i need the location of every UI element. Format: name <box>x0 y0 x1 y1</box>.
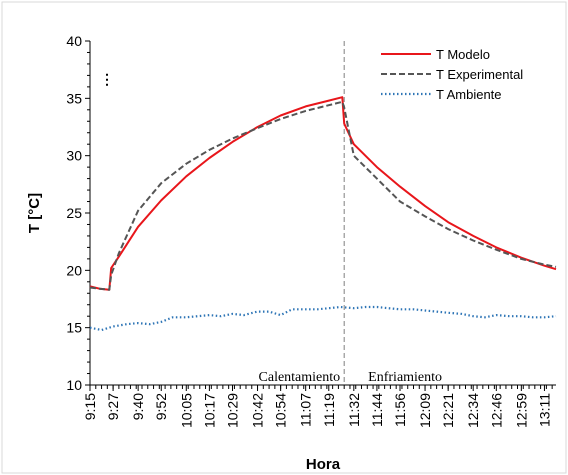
x-tick-label: 13:11 <box>536 393 552 427</box>
x-tick-label: 12:46 <box>488 393 504 428</box>
y-tick-label: 30 <box>66 148 82 164</box>
x-tick-label: 11:19 <box>321 393 337 427</box>
x-tick-label: 9:15 <box>82 393 98 420</box>
y-tick-label: 35 <box>66 90 82 106</box>
legend-label: T Ambiente <box>436 87 502 102</box>
series-line-t-experimental <box>89 100 557 291</box>
x-tick-label: 12:09 <box>417 393 433 428</box>
y-axis-title: T [°C] <box>26 193 43 233</box>
x-tick-label: 9:27 <box>105 393 121 420</box>
x-tick-label: 12:34 <box>465 393 481 428</box>
vertical-ellipsis: ⋮ <box>100 71 114 87</box>
x-tick-label: 10:05 <box>178 393 194 428</box>
y-tick-label: 10 <box>66 377 82 393</box>
x-tick-label: 11:07 <box>298 393 314 427</box>
x-tick-label: 10:54 <box>273 393 289 428</box>
plot-area: 10 15 20 25 30 35 40 9:15 9:27 9:40 9:52 10:05 10:17… <box>66 33 557 428</box>
x-tick-label: 11:44 <box>369 393 385 427</box>
legend-label: T Experimental <box>436 67 523 82</box>
x-tick-label: 9:40 <box>130 393 146 420</box>
y-tick-label: 15 <box>66 320 82 336</box>
x-axis-title: Hora <box>306 456 341 473</box>
x-tick-label: 10:29 <box>224 393 240 428</box>
x-tick-label: 11:32 <box>346 393 362 427</box>
annotation-cooling: Enfriamiento <box>368 370 442 385</box>
x-tick-label: 9:52 <box>153 393 169 420</box>
annotation-heating: Calentamiento <box>259 370 341 385</box>
y-tick-label: 25 <box>66 205 82 221</box>
legend-label: T Modelo <box>436 47 490 62</box>
y-tick-label: 40 <box>66 33 82 49</box>
x-tick-label: 10:17 <box>201 393 217 428</box>
series-line-t-modelo <box>89 96 557 291</box>
x-tick-label: 12:21 <box>440 393 456 428</box>
x-tick-label: 12:59 <box>513 393 529 428</box>
legend: T Modelo T Experimental T Ambiente <box>381 47 523 102</box>
y-tick-label: 20 <box>66 262 82 278</box>
x-tick-label: 10:42 <box>250 393 266 428</box>
x-tick-label: 11:56 <box>392 393 408 427</box>
